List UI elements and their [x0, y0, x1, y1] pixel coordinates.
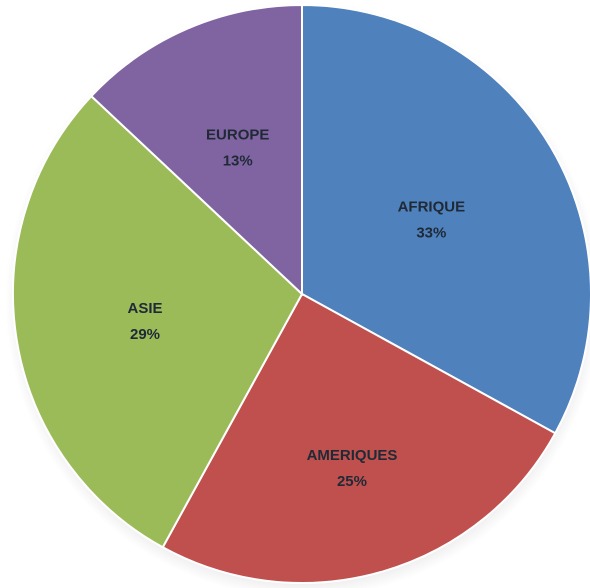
pie-slice-asie: [12, 94, 304, 549]
pie-slice-europe: [89, 3, 303, 297]
slice-value-ameriques: 25%: [337, 473, 367, 490]
slice-value-europe: 13%: [223, 152, 253, 169]
pie-labels: AFRIQUE 33% AMERIQUES 25% ASIE 29% EUROPE 13%: [127, 126, 465, 490]
slice-label-ameriques: AMERIQUES: [307, 447, 398, 464]
pie-slice-afrique: [301, 3, 590, 435]
slice-value-asie: 29%: [130, 326, 160, 343]
slice-label-asie: ASIE: [127, 300, 162, 317]
pie-slice-ameriques: [161, 292, 557, 584]
pie-slices: [12, 3, 590, 584]
slice-label-afrique: AFRIQUE: [398, 199, 466, 216]
slice-label-europe: EUROPE: [206, 126, 269, 143]
slice-value-afrique: 33%: [416, 225, 446, 242]
